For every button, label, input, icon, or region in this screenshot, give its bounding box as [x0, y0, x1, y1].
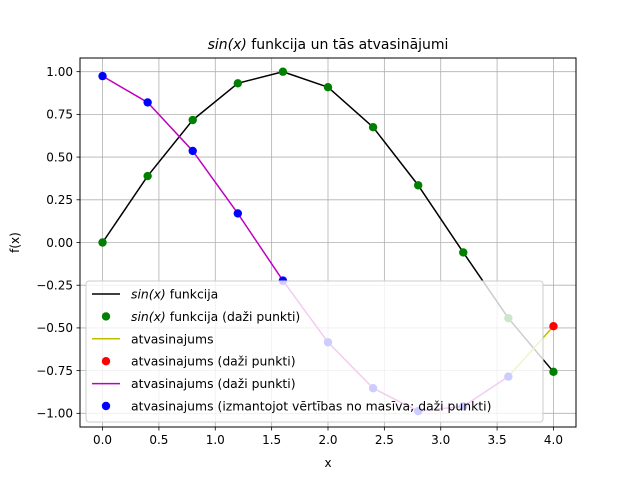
- plot-frame: [79, 57, 577, 428]
- series-5-point: [98, 71, 107, 81]
- y-tick-label: 0.75: [46, 108, 73, 122]
- x-tick-label: 1.0: [206, 433, 225, 447]
- legend-entry-label: atvasinajums (daži punkti): [131, 376, 296, 391]
- legend-entry-text: atvasinajums: [131, 331, 214, 346]
- series-1-point: [233, 79, 243, 88]
- y-axis-label: f(x): [8, 232, 22, 253]
- x-tick-label: 4.0: [544, 433, 563, 447]
- series-1-point: [98, 238, 107, 247]
- legend-entry-label: sin(x) funkcija (daži punkti): [131, 309, 300, 324]
- x-tick-label: 0.5: [149, 433, 168, 447]
- series-1-point: [549, 367, 558, 377]
- legend-point-swatch: [101, 312, 111, 321]
- series-1-point: [278, 67, 288, 76]
- legend-entry-label: sin(x) funkcija: [131, 287, 218, 302]
- x-tick-label: 1.5: [262, 433, 281, 447]
- legend-entry-math: sin(x): [131, 287, 166, 302]
- series-1-point: [413, 181, 423, 190]
- x-tick-label: 0.0: [93, 433, 112, 447]
- y-tick-label: 0.50: [46, 150, 73, 164]
- y-tick-label: −1.00: [36, 407, 73, 421]
- y-tick-label: −0.25: [36, 279, 73, 293]
- chart-title-rest: funkcija un tās atvasinājumi: [247, 37, 449, 53]
- x-tick-label: 3.5: [488, 433, 507, 447]
- legend-entry-text: funkcija: [166, 287, 218, 302]
- legend-point-swatch: [101, 357, 111, 366]
- legend-entry-math: sin(x): [131, 309, 166, 324]
- y-tick-label: 0.25: [46, 193, 73, 207]
- x-tick-label: 3.0: [431, 433, 450, 447]
- y-tick-label: −0.75: [36, 364, 73, 378]
- series-5-point: [188, 146, 197, 156]
- series-1-point: [368, 122, 378, 132]
- legend-entry-label: atvasinajums (daži punkti): [131, 354, 296, 369]
- legend-box: [85, 280, 544, 423]
- y-tick-label: −0.50: [36, 321, 73, 335]
- legend-entry-text: atvasinajums (izmantojot vērtības no mas…: [131, 399, 491, 414]
- series-5-point: [233, 209, 243, 218]
- series-1-point: [143, 171, 152, 181]
- series-5-point: [143, 98, 152, 107]
- legend-entry-label: atvasinajums (izmantojot vērtības no mas…: [131, 399, 491, 414]
- chart-title: sin(x) funkcija un tās atvasinājumi: [208, 37, 449, 53]
- y-tick-label: 0.00: [46, 236, 73, 250]
- series-1-point: [459, 248, 468, 257]
- legend-entry-text: funkcija (daži punkti): [166, 309, 300, 324]
- x-tick-label: 2.0: [318, 433, 337, 447]
- y-tick-label: 1.00: [46, 65, 73, 79]
- legend-point-swatch: [101, 401, 111, 411]
- chart-title-math: sin(x): [208, 37, 247, 53]
- legend-entry-text: atvasinajums (daži punkti): [131, 376, 296, 391]
- axis-ticks: 0.0 0.5 1.0 1.5 2.0 2.5 3.0 3.5 4.0 1.00 0.75 0.50 0…: [36, 65, 563, 447]
- legend-entry-label: atvasinajums: [131, 331, 214, 346]
- series-3-point: [549, 322, 558, 331]
- series-1-point: [323, 83, 333, 92]
- x-axis-label: x: [324, 456, 331, 470]
- x-tick-label: 2.5: [375, 433, 394, 447]
- series-1-point: [188, 115, 197, 125]
- legend-entry-text: atvasinajums (daži punkti): [131, 354, 296, 369]
